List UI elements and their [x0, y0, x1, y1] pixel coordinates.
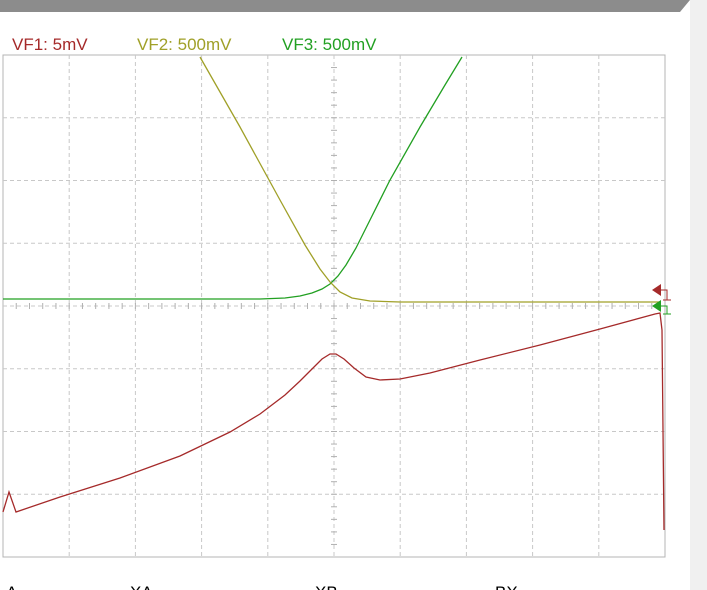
trace-vf2	[199, 56, 660, 303]
ground-vf1	[661, 289, 671, 301]
channel-markers	[652, 284, 671, 315]
side-strip	[690, 0, 707, 590]
channel-label: VF3: 500mV	[282, 35, 377, 54]
footer-label: XB	[315, 583, 338, 590]
marker-vf1	[652, 284, 661, 296]
footer-label: BX	[495, 583, 518, 590]
ground-vf3	[661, 305, 671, 315]
channel-labels: VF1: 5mV VF2: 500mV VF3: 500mV	[12, 35, 377, 54]
center-ticks	[15, 67, 653, 545]
top-bar	[0, 0, 690, 12]
footer-label: XA	[130, 583, 153, 590]
trace-vf3	[3, 56, 463, 300]
footer: A XA XB BX	[6, 583, 518, 590]
trace-vf1	[2, 312, 665, 531]
footer-label: A	[6, 583, 18, 590]
marker-vf3	[652, 300, 661, 312]
channel-label: VF1: 5mV	[12, 35, 88, 54]
channel-label: VF2: 500mV	[137, 35, 232, 54]
